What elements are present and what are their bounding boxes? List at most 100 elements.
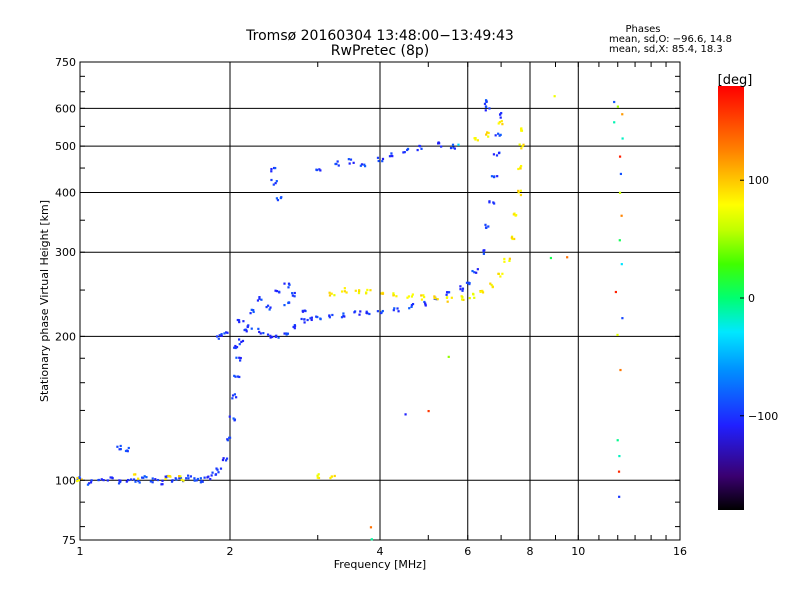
data-point <box>156 478 160 482</box>
data-point <box>293 327 296 330</box>
data-point <box>266 333 270 336</box>
data-point <box>618 191 622 194</box>
data-point <box>235 396 238 399</box>
data-point <box>233 346 236 349</box>
data-point <box>245 330 248 333</box>
data-point <box>376 310 379 313</box>
data-point <box>233 374 236 377</box>
data-point <box>265 305 268 309</box>
data-point <box>318 168 321 171</box>
colorbar-tick-label: −100 <box>748 410 778 423</box>
data-point <box>216 468 219 471</box>
data-point <box>274 166 277 170</box>
data-point <box>407 295 411 298</box>
data-point <box>328 291 331 294</box>
data-point <box>410 295 414 298</box>
data-point <box>238 320 241 324</box>
data-point <box>182 479 185 482</box>
data-point <box>360 163 364 166</box>
data-point <box>250 327 253 330</box>
data-point <box>368 312 371 316</box>
data-point <box>189 475 193 478</box>
data-point <box>508 257 511 260</box>
data-point <box>390 152 393 155</box>
data-point <box>471 269 474 273</box>
data-point <box>336 160 339 163</box>
data-point <box>215 335 219 338</box>
data-point <box>258 330 261 334</box>
data-point <box>193 479 196 482</box>
data-point <box>203 476 206 479</box>
y-tick-label: 200 <box>55 330 76 343</box>
data-point <box>126 450 129 453</box>
data-point <box>392 294 395 297</box>
data-point <box>445 293 448 296</box>
data-point <box>125 480 128 483</box>
data-point <box>199 477 202 480</box>
data-point <box>167 474 170 478</box>
data-point <box>404 413 407 416</box>
data-point <box>285 333 288 336</box>
data-point <box>484 109 487 112</box>
legend-title: Phases <box>625 24 660 35</box>
data-point <box>235 346 239 349</box>
data-point <box>258 297 261 300</box>
data-point <box>275 334 278 337</box>
data-point <box>501 272 504 275</box>
data-point <box>342 312 345 315</box>
data-point <box>468 297 471 300</box>
data-point <box>457 143 460 146</box>
data-point <box>499 275 502 278</box>
data-point <box>330 475 333 478</box>
data-point <box>328 294 332 297</box>
data-point <box>476 139 479 142</box>
data-point <box>274 289 277 292</box>
data-point <box>310 318 313 322</box>
y-tick-label: 750 <box>55 56 76 69</box>
data-point <box>452 146 455 149</box>
data-point <box>262 332 265 335</box>
data-point <box>410 305 413 308</box>
data-point <box>310 316 313 319</box>
data-point <box>171 479 174 482</box>
data-point <box>316 476 319 479</box>
data-point <box>266 304 270 307</box>
data-point <box>220 333 223 336</box>
data-point <box>343 290 346 293</box>
data-point <box>370 538 373 541</box>
data-point <box>423 300 426 304</box>
data-point <box>228 415 231 418</box>
data-point <box>179 475 182 478</box>
data-point <box>224 459 228 462</box>
x-tick-label: 16 <box>673 545 687 558</box>
data-point <box>492 153 496 156</box>
data-point <box>388 155 392 158</box>
data-point <box>209 478 212 481</box>
data-point <box>343 315 346 318</box>
data-point <box>164 475 167 478</box>
data-point <box>473 296 476 299</box>
data-point <box>498 121 501 124</box>
data-point <box>252 309 255 312</box>
data-point <box>616 105 619 108</box>
data-point <box>137 477 140 480</box>
data-point <box>614 290 617 294</box>
data-point <box>243 328 246 332</box>
data-point <box>391 155 394 158</box>
data-point <box>286 332 290 335</box>
data-point <box>127 446 130 450</box>
data-point <box>238 343 241 346</box>
data-point <box>238 375 241 379</box>
data-point <box>219 467 223 470</box>
data-point <box>497 122 500 125</box>
data-point <box>459 285 462 288</box>
data-point <box>418 145 422 148</box>
data-point <box>187 474 190 477</box>
data-point <box>256 299 260 302</box>
data-point <box>269 334 272 337</box>
data-point <box>234 346 237 350</box>
data-point <box>329 476 332 480</box>
data-point <box>151 477 154 480</box>
data-point <box>499 133 502 136</box>
data-point <box>241 339 245 343</box>
